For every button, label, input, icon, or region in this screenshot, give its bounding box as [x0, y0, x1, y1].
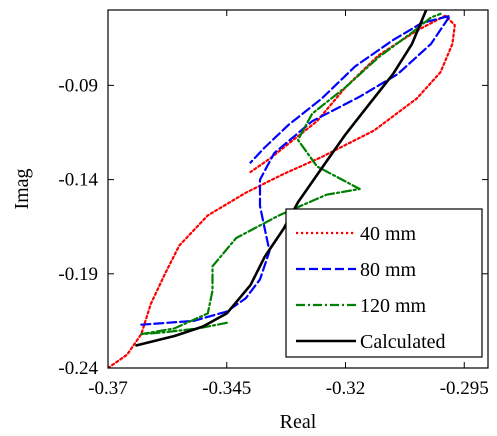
legend: 40 mm 80 mm 120 mm Calculated: [285, 208, 483, 358]
x-tick-label: -0.32: [326, 378, 366, 399]
y-axis: -0.24 -0.19 -0.14 -0.09: [58, 75, 488, 379]
legend-label-1: 80 mm: [360, 259, 417, 281]
series-line-2: [140, 12, 442, 336]
legend-label-0: 40 mm: [360, 223, 417, 245]
x-axis: -0.37 -0.345 -0.32 -0.295: [88, 10, 489, 399]
series-line-1: [140, 14, 452, 326]
y-axis-label: Imag: [11, 168, 33, 209]
x-axis-label: Real: [280, 411, 317, 433]
x-tick-label: -0.345: [202, 378, 251, 399]
legend-box: [285, 208, 483, 358]
legend-label-2: 120 mm: [360, 295, 427, 317]
y-tick-label: -0.09: [58, 75, 98, 96]
y-tick-label: -0.19: [58, 264, 98, 285]
y-tick-label: -0.24: [58, 358, 98, 379]
x-tick-label: -0.37: [88, 378, 128, 399]
y-tick-label: -0.14: [58, 170, 98, 191]
x-tick-label: -0.295: [440, 378, 489, 399]
legend-label-3: Calculated: [360, 331, 446, 353]
series-line-0: [108, 14, 456, 368]
plot-frame: [107, 9, 489, 369]
